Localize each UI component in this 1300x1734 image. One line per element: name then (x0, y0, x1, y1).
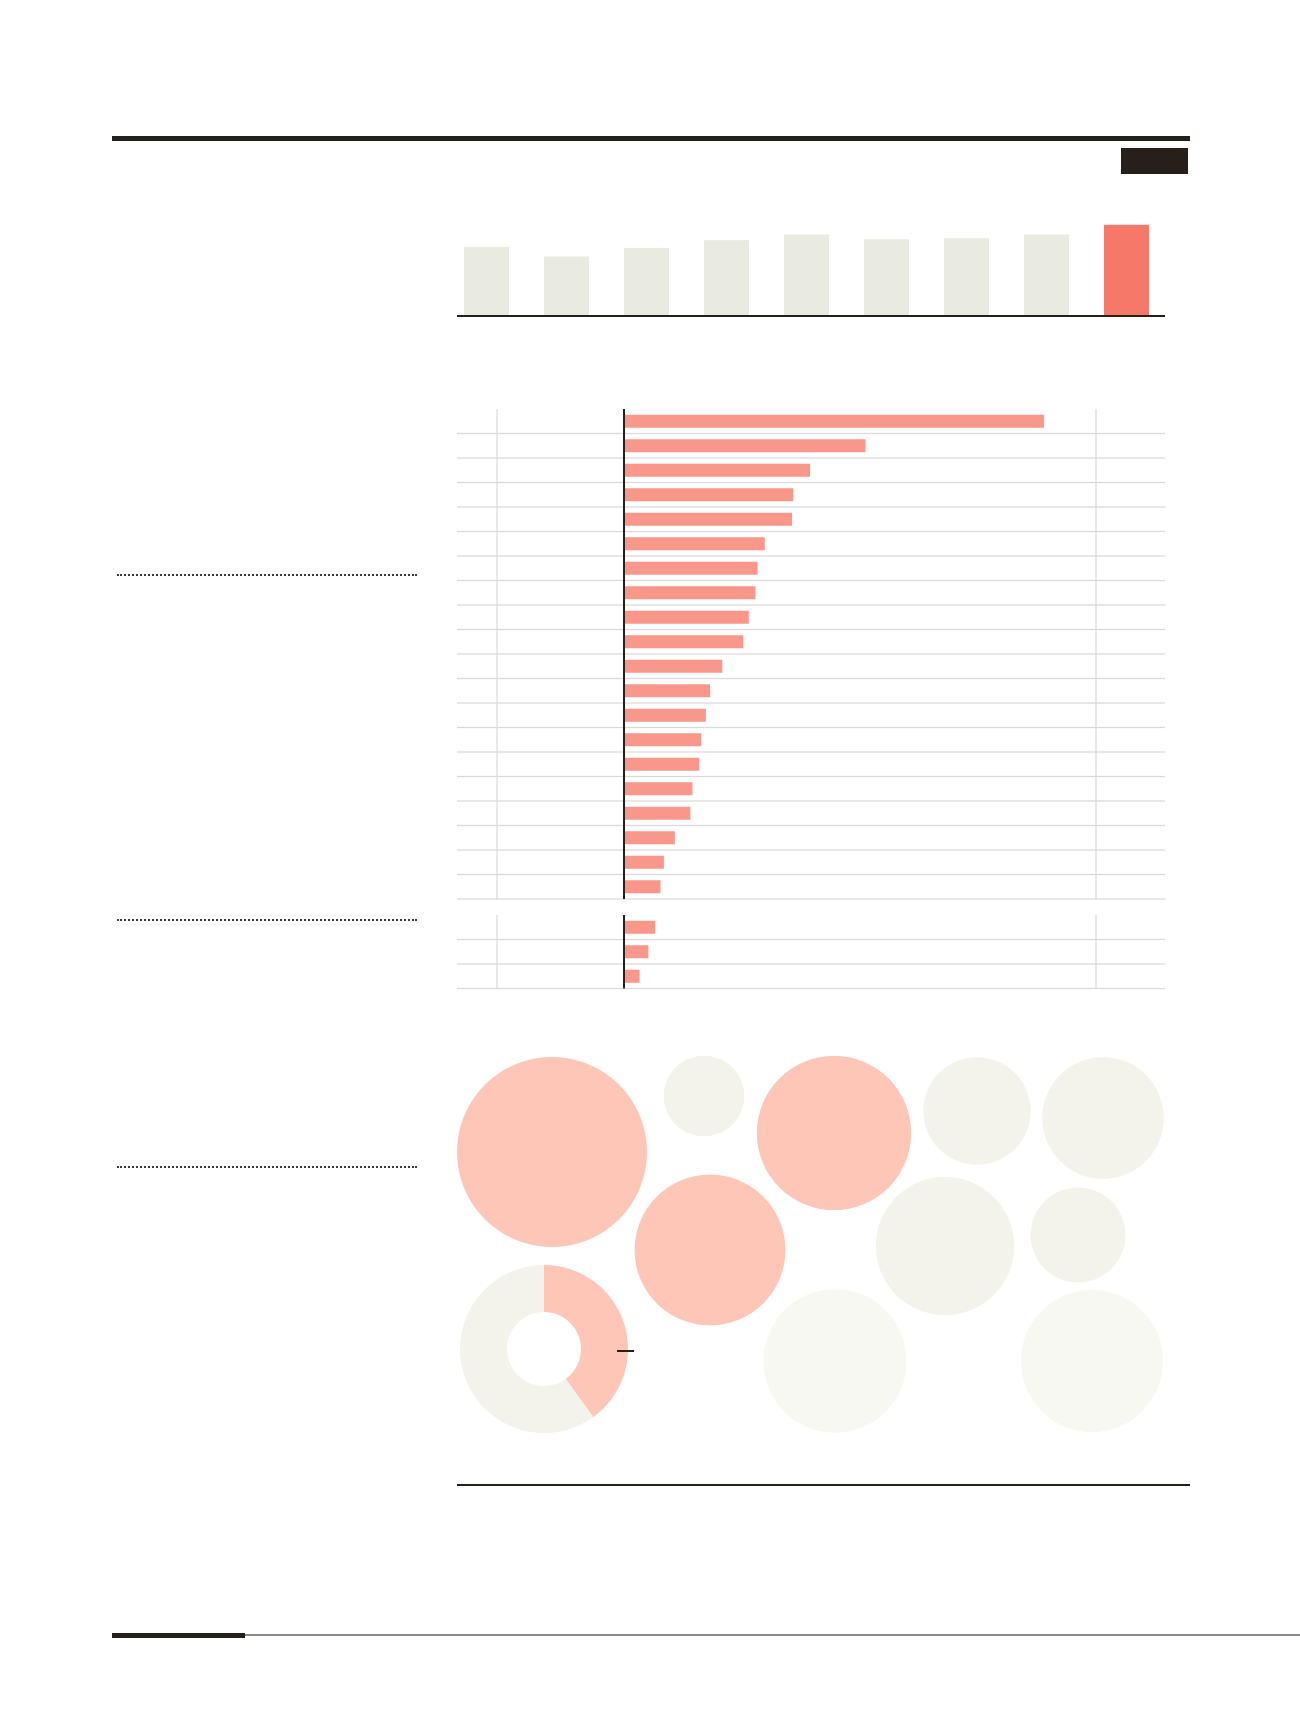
column-bar-4 (704, 240, 749, 316)
ranking-bar-chart (457, 409, 1165, 990)
column-bar-5 (784, 234, 829, 316)
bubble-6 (634, 1174, 786, 1326)
hbar-bar-1-4 (624, 488, 794, 502)
bubble-4 (923, 1057, 1031, 1165)
bubble-7 (875, 1176, 1015, 1316)
bubble-2 (663, 1055, 745, 1137)
section-tag (1121, 148, 1188, 174)
hbar-bar-2-3 (624, 969, 640, 983)
hbar-bar-1-13 (624, 708, 706, 722)
hbar-bar-2-1 (624, 920, 656, 934)
hbar-bar-2-2 (624, 945, 649, 959)
hbar-bar-1-20 (624, 880, 661, 894)
column-bar-6 (864, 239, 909, 316)
hbar-bar-1-9 (624, 610, 749, 624)
dotted-divider-2 (117, 919, 417, 921)
hbar-bar-1-7 (624, 561, 758, 575)
column-bar-2 (544, 256, 589, 316)
bubble-chart (457, 1055, 1164, 1433)
bubble-5 (1042, 1057, 1164, 1179)
bubble-3 (756, 1055, 912, 1211)
hbar-bar-1-15 (624, 757, 700, 771)
hbar-bar-1-3 (624, 463, 811, 477)
hbar-bar-1-6 (624, 537, 765, 551)
hbar-bar-1-10 (624, 635, 744, 649)
dotted-divider-1 (117, 574, 417, 576)
donut-slice-2 (459, 1265, 594, 1434)
bubble-8 (1030, 1187, 1126, 1283)
bubble-9 (763, 1289, 907, 1433)
column-bar-9 (1104, 224, 1149, 316)
footer-accent (112, 1633, 245, 1638)
hbar-bar-1-17 (624, 806, 691, 820)
hbar-bar-1-18 (624, 831, 675, 845)
hbar-bar-1-8 (624, 586, 756, 600)
hbar-bar-1-12 (624, 684, 711, 698)
bottom-rule (457, 1484, 1190, 1486)
dotted-divider-3 (117, 1166, 417, 1168)
hbar-bar-1-5 (624, 512, 792, 526)
hbar-bar-1-11 (624, 659, 723, 673)
top-rule (112, 136, 1190, 141)
hbar-bar-1-2 (624, 439, 866, 453)
column-bar-8 (1024, 234, 1069, 316)
bubble-1 (457, 1057, 647, 1247)
hbar-bar-1-16 (624, 782, 693, 796)
footer-line (245, 1634, 1300, 1636)
bubble-10 (1020, 1289, 1164, 1433)
column-bar-3 (624, 247, 669, 316)
donut-slice-1 (544, 1265, 628, 1417)
hbar-bar-1-19 (624, 855, 664, 869)
hbar-bar-1-14 (624, 733, 702, 747)
hbar-bar-1-1 (624, 414, 1044, 428)
column-bar-1 (464, 246, 509, 316)
column-bar-7 (944, 238, 989, 316)
column-chart (457, 224, 1165, 317)
donut-chart (459, 1265, 634, 1434)
